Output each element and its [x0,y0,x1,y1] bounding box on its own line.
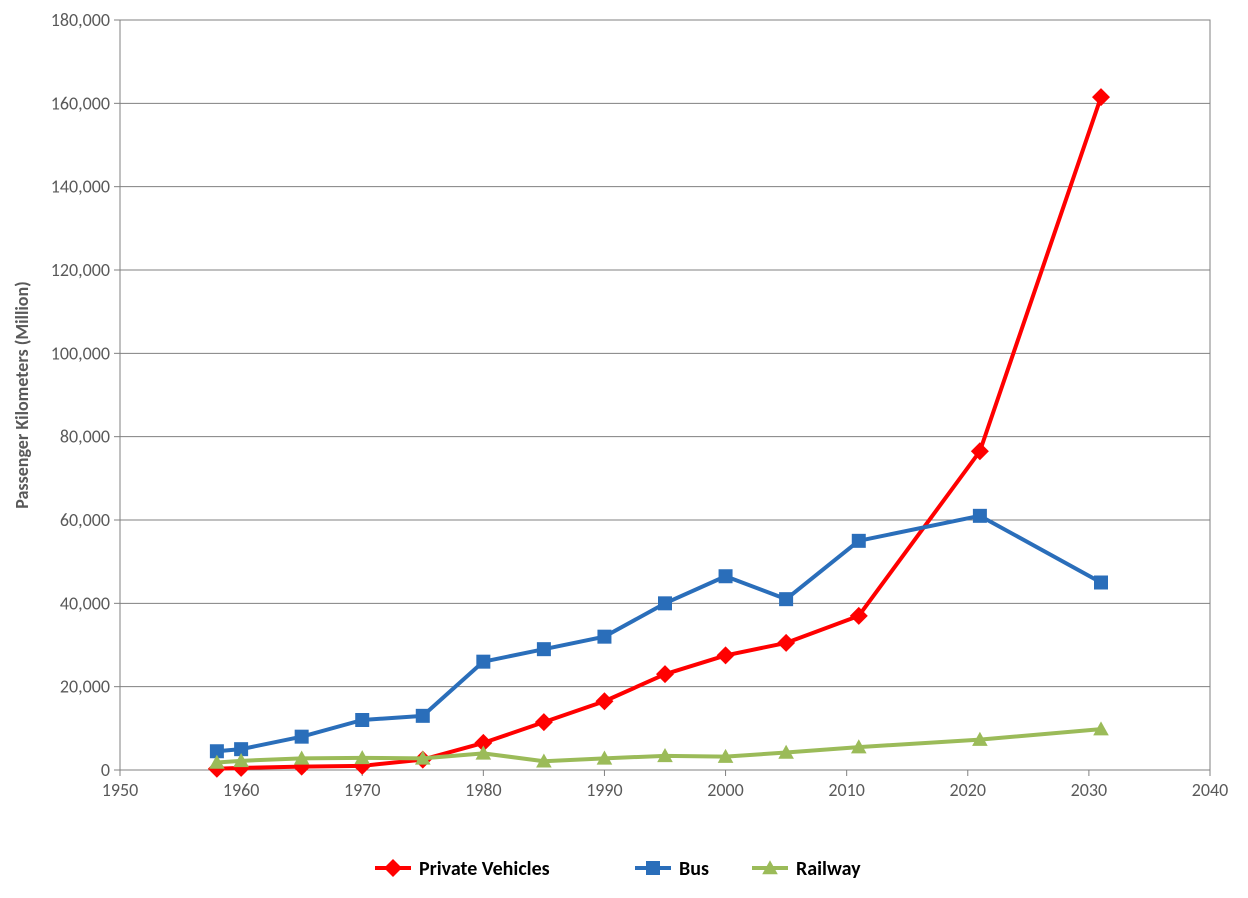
y-tick-label: 80,000 [60,426,110,448]
marker-square [295,730,309,744]
legend-label: Bus [679,857,709,881]
marker-square [476,655,490,669]
chart-container: 0 20,000 40,000 60,000 80,000 100,000 120,000 1… [0,0,1248,898]
legend-label: Private Vehicles [419,857,550,881]
x-tick-label: 2000 [707,779,744,801]
marker-square [537,642,551,656]
x-tick-label: 1980 [465,779,502,801]
y-tick-label: 180,000 [51,9,110,31]
marker-square [852,534,866,548]
y-tick-label: 60,000 [60,509,110,531]
marker-square [719,569,733,583]
y-tick-label: 20,000 [60,676,110,698]
y-tick-label: 160,000 [51,92,110,114]
marker-square [658,596,672,610]
y-tick-label: 120,000 [51,259,110,281]
marker-square [416,709,430,723]
chart-background [0,0,1248,898]
marker-square [355,713,369,727]
x-tick-label: 2020 [950,779,987,801]
marker-square [973,509,987,523]
y-tick-label: 40,000 [60,592,110,614]
x-tick-label: 1970 [344,779,381,801]
line-chart: 0 20,000 40,000 60,000 80,000 100,000 120,000 1… [0,0,1248,898]
y-tick-label: 0 [101,759,110,781]
y-axis-title: Passenger Kilometers (Million) [11,281,33,509]
x-tick-label: 1960 [223,779,260,801]
marker-square [646,861,660,875]
x-tick-label: 2040 [1192,779,1229,801]
x-tick-label: 1990 [586,779,623,801]
y-tick-label: 100,000 [51,342,110,364]
x-tick-label: 2030 [1071,779,1108,801]
legend-label: Railway [796,857,861,881]
marker-square [779,592,793,606]
x-tick-label: 2010 [828,779,865,801]
y-tick-label: 140,000 [51,176,110,198]
marker-square [597,630,611,644]
marker-square [1094,576,1108,590]
x-tick-label: 1950 [102,779,139,801]
